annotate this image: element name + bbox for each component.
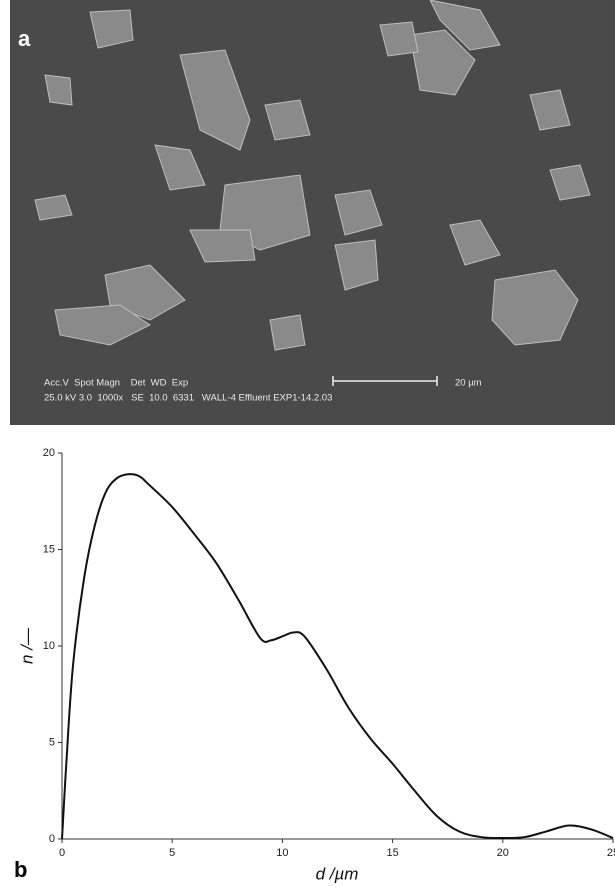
x-tick-label: 15: [386, 847, 398, 859]
sem-info: Acc.V Spot Magn Det WD Exp: [44, 378, 188, 389]
y-tick-label: 5: [49, 736, 55, 748]
data-line: [61, 473, 614, 840]
x-axis-label: d /µm: [316, 864, 359, 883]
x-tick-label: 0: [59, 847, 65, 859]
panel-label: a: [18, 26, 31, 51]
panel-label: b: [14, 857, 27, 882]
y-axis-label: n /—: [17, 627, 36, 664]
y-tick-label: 0: [49, 833, 55, 845]
x-tick-label: 10: [276, 847, 288, 859]
sem-image: [10, 0, 615, 425]
x-tick-label: 25: [607, 847, 615, 859]
x-tick-label: 5: [169, 847, 175, 859]
y-tick-label: 20: [43, 447, 55, 459]
sem-info: 25.0 kV 3.0 1000x SE 10.0 6331 WALL-4 Ef…: [44, 393, 332, 404]
scale-bar-label: 20 µm: [455, 378, 482, 389]
y-tick-label: 10: [43, 640, 55, 652]
x-tick-label: 20: [497, 847, 509, 859]
y-tick-label: 15: [43, 543, 55, 555]
